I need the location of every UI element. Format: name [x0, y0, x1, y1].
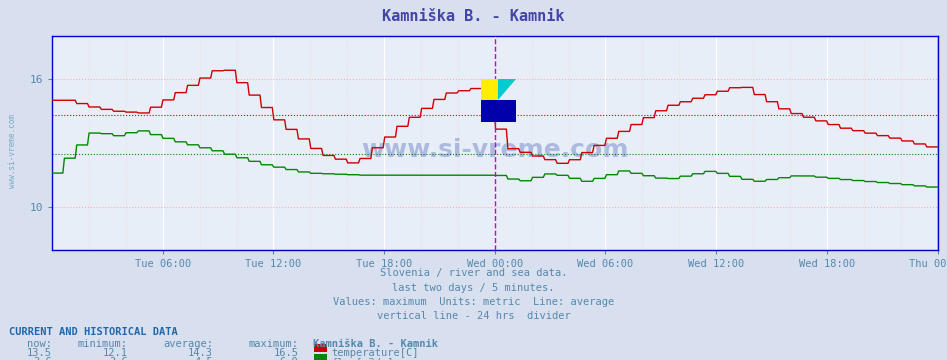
Text: temperature[C]: temperature[C] — [331, 348, 419, 358]
Text: Kamniška B. - Kamnik: Kamniška B. - Kamnik — [313, 339, 438, 349]
Text: 13.5: 13.5 — [27, 348, 52, 358]
Text: 3.6: 3.6 — [109, 357, 128, 360]
Text: 4.5: 4.5 — [194, 357, 213, 360]
Text: 12.1: 12.1 — [103, 348, 128, 358]
Text: average:: average: — [163, 339, 213, 349]
Text: www.si-vreme.com: www.si-vreme.com — [8, 114, 17, 188]
Text: 16.5: 16.5 — [274, 348, 298, 358]
Text: vertical line - 24 hrs  divider: vertical line - 24 hrs divider — [377, 311, 570, 321]
Text: www.si-vreme.com: www.si-vreme.com — [361, 138, 629, 162]
Text: maximum:: maximum: — [248, 339, 298, 349]
Text: last two days / 5 minutes.: last two days / 5 minutes. — [392, 283, 555, 293]
Polygon shape — [498, 79, 516, 100]
Text: flow[m3/s]: flow[m3/s] — [331, 357, 394, 360]
Text: 6.0: 6.0 — [279, 357, 298, 360]
Polygon shape — [481, 100, 516, 122]
Polygon shape — [481, 79, 498, 100]
Text: CURRENT AND HISTORICAL DATA: CURRENT AND HISTORICAL DATA — [9, 327, 178, 337]
Text: minimum:: minimum: — [78, 339, 128, 349]
Text: Kamniška B. - Kamnik: Kamniška B. - Kamnik — [383, 9, 564, 24]
Text: 3.6: 3.6 — [33, 357, 52, 360]
Text: Slovenia / river and sea data.: Slovenia / river and sea data. — [380, 268, 567, 278]
Text: Values: maximum  Units: metric  Line: average: Values: maximum Units: metric Line: aver… — [333, 297, 614, 307]
Text: 14.3: 14.3 — [188, 348, 213, 358]
Text: now:: now: — [27, 339, 52, 349]
